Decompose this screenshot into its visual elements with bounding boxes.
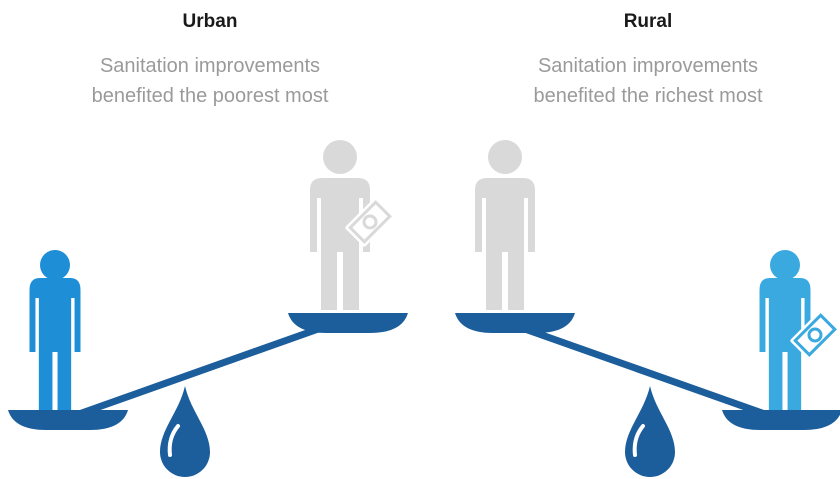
water-drop — [160, 386, 210, 477]
person-poor — [475, 140, 535, 310]
panel-subtitle: Sanitation improvements — [100, 55, 320, 77]
pan — [8, 410, 128, 430]
rural-scale — [455, 140, 840, 477]
infographic: Urban Sanitation improvements benefited … — [0, 0, 840, 479]
panel-subtitle: Sanitation improvements — [538, 55, 758, 77]
urban-scale — [8, 140, 408, 477]
person-rich — [310, 140, 395, 310]
panel-subtitle: benefited the richest most — [533, 85, 762, 107]
person-rich — [760, 250, 840, 410]
beam — [62, 322, 338, 420]
person-poor — [30, 250, 81, 410]
panel-title: Rural — [624, 11, 673, 32]
water-drop — [625, 386, 675, 477]
panel-subtitle: benefited the poorest most — [92, 85, 329, 107]
pan — [722, 410, 840, 430]
pan — [455, 313, 575, 333]
page: Urban Sanitation improvements benefited … — [0, 0, 840, 479]
panel-title: Urban — [183, 11, 238, 32]
pan — [288, 313, 408, 333]
